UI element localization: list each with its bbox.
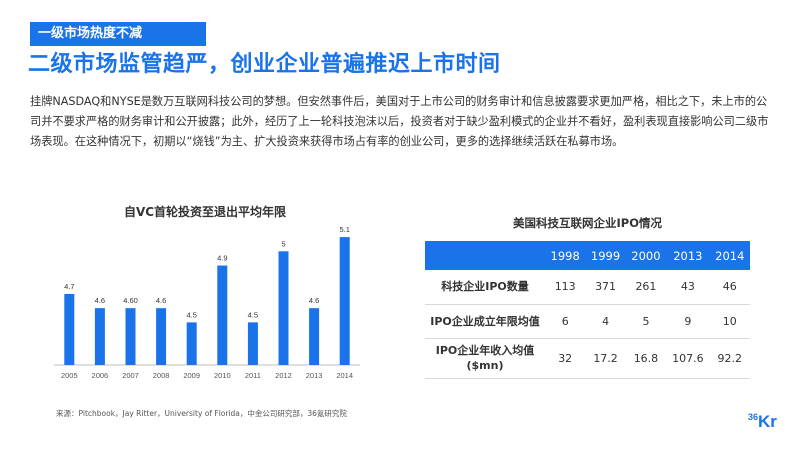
table-cell: 9 <box>666 304 710 339</box>
table-cell: 5 <box>625 304 667 339</box>
x-tick-label-2005: 2005 <box>61 371 78 380</box>
table-header-cell: 2013 <box>666 241 710 270</box>
row-label: IPO企业成立年限均值 <box>425 304 545 339</box>
source-note: 来源：Pitchbook，Jay Ritter，University of Fl… <box>56 409 347 418</box>
table-header-row: 1998 1999 2000 2013 2014 <box>425 241 750 270</box>
table-cell: 43 <box>666 270 710 305</box>
page-title: 二级市场监管趋严，创业企业普遍推迟上市时间 <box>28 52 501 77</box>
x-tick-label-2008: 2008 <box>153 371 170 380</box>
data-label-2012: 5 <box>281 239 285 248</box>
data-label-2008: 4.6 <box>156 296 166 305</box>
table-cell: 16.8 <box>625 338 667 379</box>
table-title: 美国科技互联网企业IPO情况 <box>513 216 662 230</box>
bar-2010 <box>217 265 228 365</box>
x-tick-label-2009: 2009 <box>183 371 200 380</box>
bar-2009 <box>186 322 197 365</box>
logo-number: 36 <box>748 412 759 422</box>
data-label-2011: 4.5 <box>248 310 258 319</box>
table-cell: 113 <box>545 270 586 305</box>
bar-2011 <box>247 322 258 365</box>
table-header-corner <box>425 241 545 270</box>
row-label: IPO企业年收入均值 ($mn) <box>425 338 545 379</box>
table-cell: 6 <box>545 304 586 339</box>
data-label-2013: 4.6 <box>309 296 319 305</box>
table-cell: 4 <box>585 304 626 339</box>
bar-2012 <box>278 251 289 365</box>
ipo-table: 1998 1999 2000 2013 2014 科技企业IPO数量 113 3… <box>425 241 750 379</box>
bar-2006 <box>94 308 105 365</box>
table-header-cell: 2000 <box>625 241 667 270</box>
table-row: IPO企业成立年限均值 6 4 5 9 10 <box>425 304 750 339</box>
data-label-2006: 4.6 <box>95 296 105 305</box>
logo-letters: Kr <box>758 412 777 431</box>
table-header-cell: 2014 <box>709 241 750 270</box>
body-paragraph: 挂牌NASDAQ和NYSE是数万互联网科技公司的梦想。但安然事件后，美国对于上市… <box>30 95 769 148</box>
bar-2007 <box>125 308 136 365</box>
bar-chart: 4.7 2005 4.6 2006 4.60 2007 4.6 2008 4.5 2009 4.9 2… <box>54 225 360 380</box>
x-tick-label-2012: 2012 <box>275 371 292 380</box>
bar-2013 <box>309 308 320 365</box>
x-tick-label-2014: 2014 <box>336 371 353 380</box>
table-cell: 46 <box>709 270 750 305</box>
table-cell: 261 <box>625 270 667 305</box>
data-label-2010: 4.9 <box>217 254 227 263</box>
row-label-unit: ($mn) <box>466 359 504 372</box>
table-cell: 17.2 <box>585 338 626 379</box>
bar-chart-title: 自VC首轮投资至退出平均年限 <box>123 205 287 219</box>
x-tick-label-2013: 2013 <box>306 371 323 380</box>
table-row: 科技企业IPO数量 113 371 261 43 46 <box>425 270 750 305</box>
table-header-cell: 1999 <box>585 241 626 270</box>
table-header-cell: 1998 <box>545 241 586 270</box>
table-cell: 92.2 <box>709 338 750 379</box>
table-cell: 107.6 <box>666 338 710 379</box>
row-label-line: IPO企业年收入均值 <box>435 344 535 357</box>
data-label-2014: 5.1 <box>339 225 349 234</box>
data-label-2009: 4.5 <box>186 310 196 319</box>
bar-2008 <box>156 308 167 365</box>
x-tick-label-2010: 2010 <box>214 371 231 380</box>
x-tick-label-2006: 2006 <box>92 371 109 380</box>
brand-logo: 36Kr <box>748 412 777 432</box>
table-cell: 371 <box>585 270 626 305</box>
table-row: IPO企业年收入均值 ($mn) 32 17.2 16.8 107.6 92.2 <box>425 338 750 379</box>
bar-2005 <box>64 293 75 365</box>
data-label-2005: 4.7 <box>64 282 74 291</box>
section-tag: 一级市场热度不减 <box>30 22 206 46</box>
row-label: 科技企业IPO数量 <box>425 270 545 305</box>
data-label-2007: 4.60 <box>123 296 138 305</box>
x-tick-label-2007: 2007 <box>122 371 139 380</box>
x-tick-label-2011: 2011 <box>245 371 261 380</box>
table-cell: 32 <box>545 338 586 379</box>
bar-2014 <box>339 237 350 365</box>
table-cell: 10 <box>709 304 750 339</box>
